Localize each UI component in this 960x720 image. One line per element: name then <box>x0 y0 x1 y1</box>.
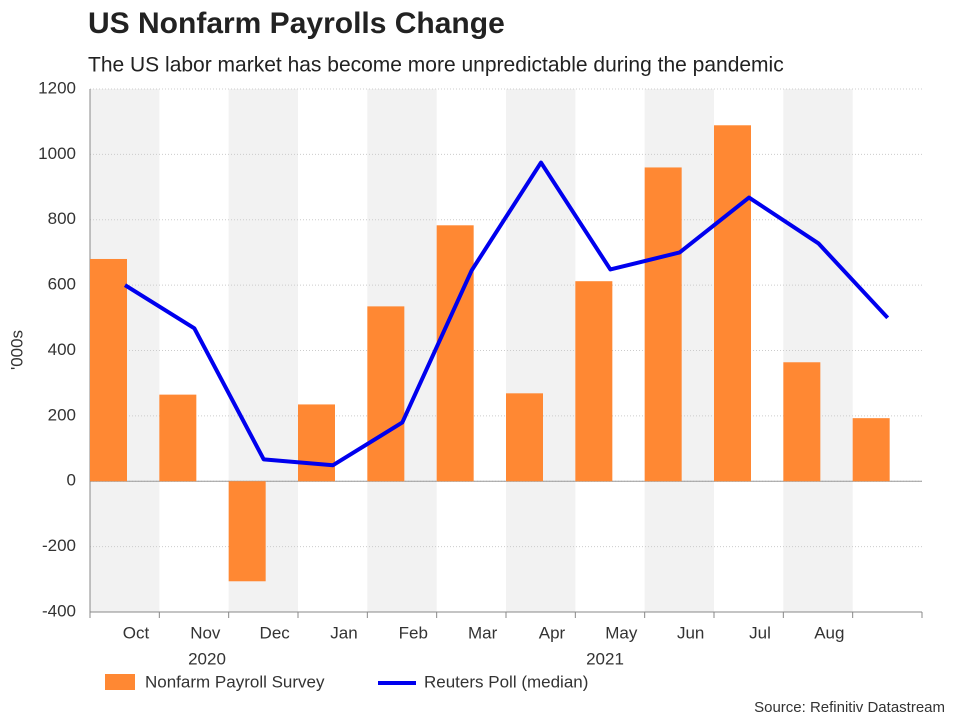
y-tick-label: 1200 <box>38 78 76 97</box>
year-label: 2021 <box>586 649 624 668</box>
x-tick-label: Jan <box>330 623 357 642</box>
bar <box>852 418 890 482</box>
x-tick-label: Mar <box>468 623 498 642</box>
y-tick-label: 200 <box>48 405 76 424</box>
x-tick-label: Feb <box>399 623 428 642</box>
x-tick-label: Dec <box>260 623 291 642</box>
bar <box>506 393 543 482</box>
x-tick-label: Aug <box>814 623 844 642</box>
bar <box>90 258 127 482</box>
bar <box>436 225 474 482</box>
legend-label: Nonfarm Payroll Survey <box>145 672 325 691</box>
x-tick-label: May <box>605 623 638 642</box>
bar <box>367 306 405 482</box>
legend-label: Reuters Poll (median) <box>424 672 588 691</box>
y-tick-label: -200 <box>42 536 76 555</box>
x-tick-label: Nov <box>190 623 221 642</box>
year-label: 2020 <box>188 649 226 668</box>
y-tick-label: -400 <box>42 601 76 620</box>
x-tick-label: Jul <box>749 623 771 642</box>
bar <box>783 362 821 482</box>
y-axis-label: '000s <box>7 330 26 370</box>
line <box>123 160 890 468</box>
x-tick-label: Apr <box>539 623 566 642</box>
bar <box>298 404 335 482</box>
y-tick-label: 1000 <box>38 144 76 163</box>
bar <box>159 394 197 482</box>
x-tick-label: Jun <box>677 623 704 642</box>
bar <box>575 281 613 482</box>
y-tick-label: 800 <box>48 209 76 228</box>
bar <box>644 167 682 482</box>
x-tick-label: Oct <box>123 623 150 642</box>
bar <box>714 125 751 482</box>
bar <box>228 481 266 582</box>
chart-subtitle: The US labor market has become more unpr… <box>88 54 784 77</box>
y-tick-label: 0 <box>67 471 76 490</box>
legend-swatch <box>105 674 135 690</box>
y-tick-label: 400 <box>48 340 76 359</box>
source: Source: Refinitiv Datastream <box>754 699 945 716</box>
chart-title: US Nonfarm Payrolls Change <box>88 7 505 40</box>
y-tick-label: 600 <box>48 275 76 294</box>
band <box>783 89 853 612</box>
